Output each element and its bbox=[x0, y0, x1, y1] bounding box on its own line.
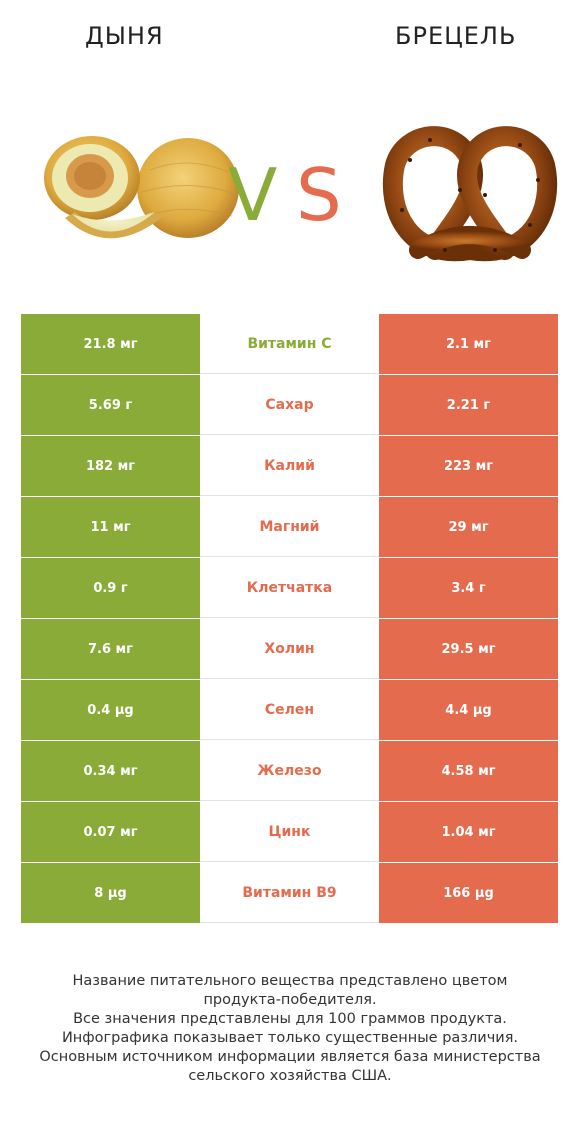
right-value-cell: 3.4 г bbox=[379, 558, 558, 618]
left-value-cell: 0.9 г bbox=[21, 558, 200, 618]
vs-letter-s: S bbox=[296, 153, 342, 237]
table-row: 0.4 µg Селен 4.4 µg bbox=[21, 680, 558, 741]
nutrient-label: Магний bbox=[200, 497, 379, 557]
left-value-cell: 0.07 мг bbox=[21, 802, 200, 862]
right-value-cell: 166 µg bbox=[379, 863, 558, 923]
table-row: 5.69 г Сахар 2.21 г bbox=[21, 375, 558, 436]
table-row: 182 мг Калий 223 мг bbox=[21, 436, 558, 497]
right-product-title: БРЕЦЕЛЬ bbox=[395, 22, 517, 50]
hero-illustration: V S bbox=[44, 126, 558, 262]
nutrient-label: Холин bbox=[200, 619, 379, 679]
nutrient-label: Калий bbox=[200, 436, 379, 496]
right-value-cell: 29.5 мг bbox=[379, 619, 558, 679]
left-value-cell: 0.4 µg bbox=[21, 680, 200, 740]
nutrient-label: Сахар bbox=[200, 375, 379, 435]
footer-line: Основным источником информации является … bbox=[39, 1049, 541, 1065]
left-value-cell: 21.8 мг bbox=[21, 314, 200, 374]
nutrient-label: Витамин B9 bbox=[200, 863, 379, 923]
right-value-cell: 29 мг bbox=[379, 497, 558, 557]
table-row: 21.8 мг Витамин C 2.1 мг bbox=[21, 314, 558, 375]
nutrient-label: Клетчатка bbox=[200, 558, 379, 618]
footer-line: Все значения представлены для 100 граммо… bbox=[73, 1011, 507, 1027]
left-value-cell: 0.34 мг bbox=[21, 741, 200, 801]
right-value-cell: 4.58 мг bbox=[379, 741, 558, 801]
table-row: 0.9 г Клетчатка 3.4 г bbox=[21, 558, 558, 619]
nutrient-label: Железо bbox=[200, 741, 379, 801]
nutrient-label: Селен bbox=[200, 680, 379, 740]
left-value-cell: 5.69 г bbox=[21, 375, 200, 435]
vs-letter-v: V bbox=[228, 153, 277, 237]
right-value-cell: 4.4 µg bbox=[379, 680, 558, 740]
left-value-cell: 7.6 мг bbox=[21, 619, 200, 679]
left-value-cell: 182 мг bbox=[21, 436, 200, 496]
pretzel-image bbox=[382, 126, 558, 262]
table-row: 0.34 мг Железо 4.58 мг bbox=[21, 741, 558, 802]
table-row: 8 µg Витамин B9 166 µg bbox=[21, 863, 558, 923]
left-value-cell: 11 мг bbox=[21, 497, 200, 557]
left-product-title: ДЫНЯ bbox=[85, 22, 164, 50]
footer-line: продукта-победителя. bbox=[203, 992, 377, 1008]
left-value-cell: 8 µg bbox=[21, 863, 200, 923]
footer-line: Инфографика показывает только существенн… bbox=[61, 1030, 519, 1046]
right-value-cell: 223 мг bbox=[379, 436, 558, 496]
footer-line: Название питательного вещества представл… bbox=[72, 973, 508, 989]
table-row: 0.07 мг Цинк 1.04 мг bbox=[21, 802, 558, 863]
right-value-cell: 2.1 мг bbox=[379, 314, 558, 374]
footer-line: сельского хозяйства США. bbox=[188, 1068, 392, 1084]
right-value-cell: 2.21 г bbox=[379, 375, 558, 435]
nutrient-label: Витамин C bbox=[200, 314, 379, 374]
right-value-cell: 1.04 мг bbox=[379, 802, 558, 862]
table-row: 11 мг Магний 29 мг bbox=[21, 497, 558, 558]
nutrient-label: Цинк bbox=[200, 802, 379, 862]
footer-notes: Название питательного вещества представл… bbox=[0, 972, 580, 1086]
melon-image bbox=[44, 136, 239, 239]
table-row: 7.6 мг Холин 29.5 мг bbox=[21, 619, 558, 680]
